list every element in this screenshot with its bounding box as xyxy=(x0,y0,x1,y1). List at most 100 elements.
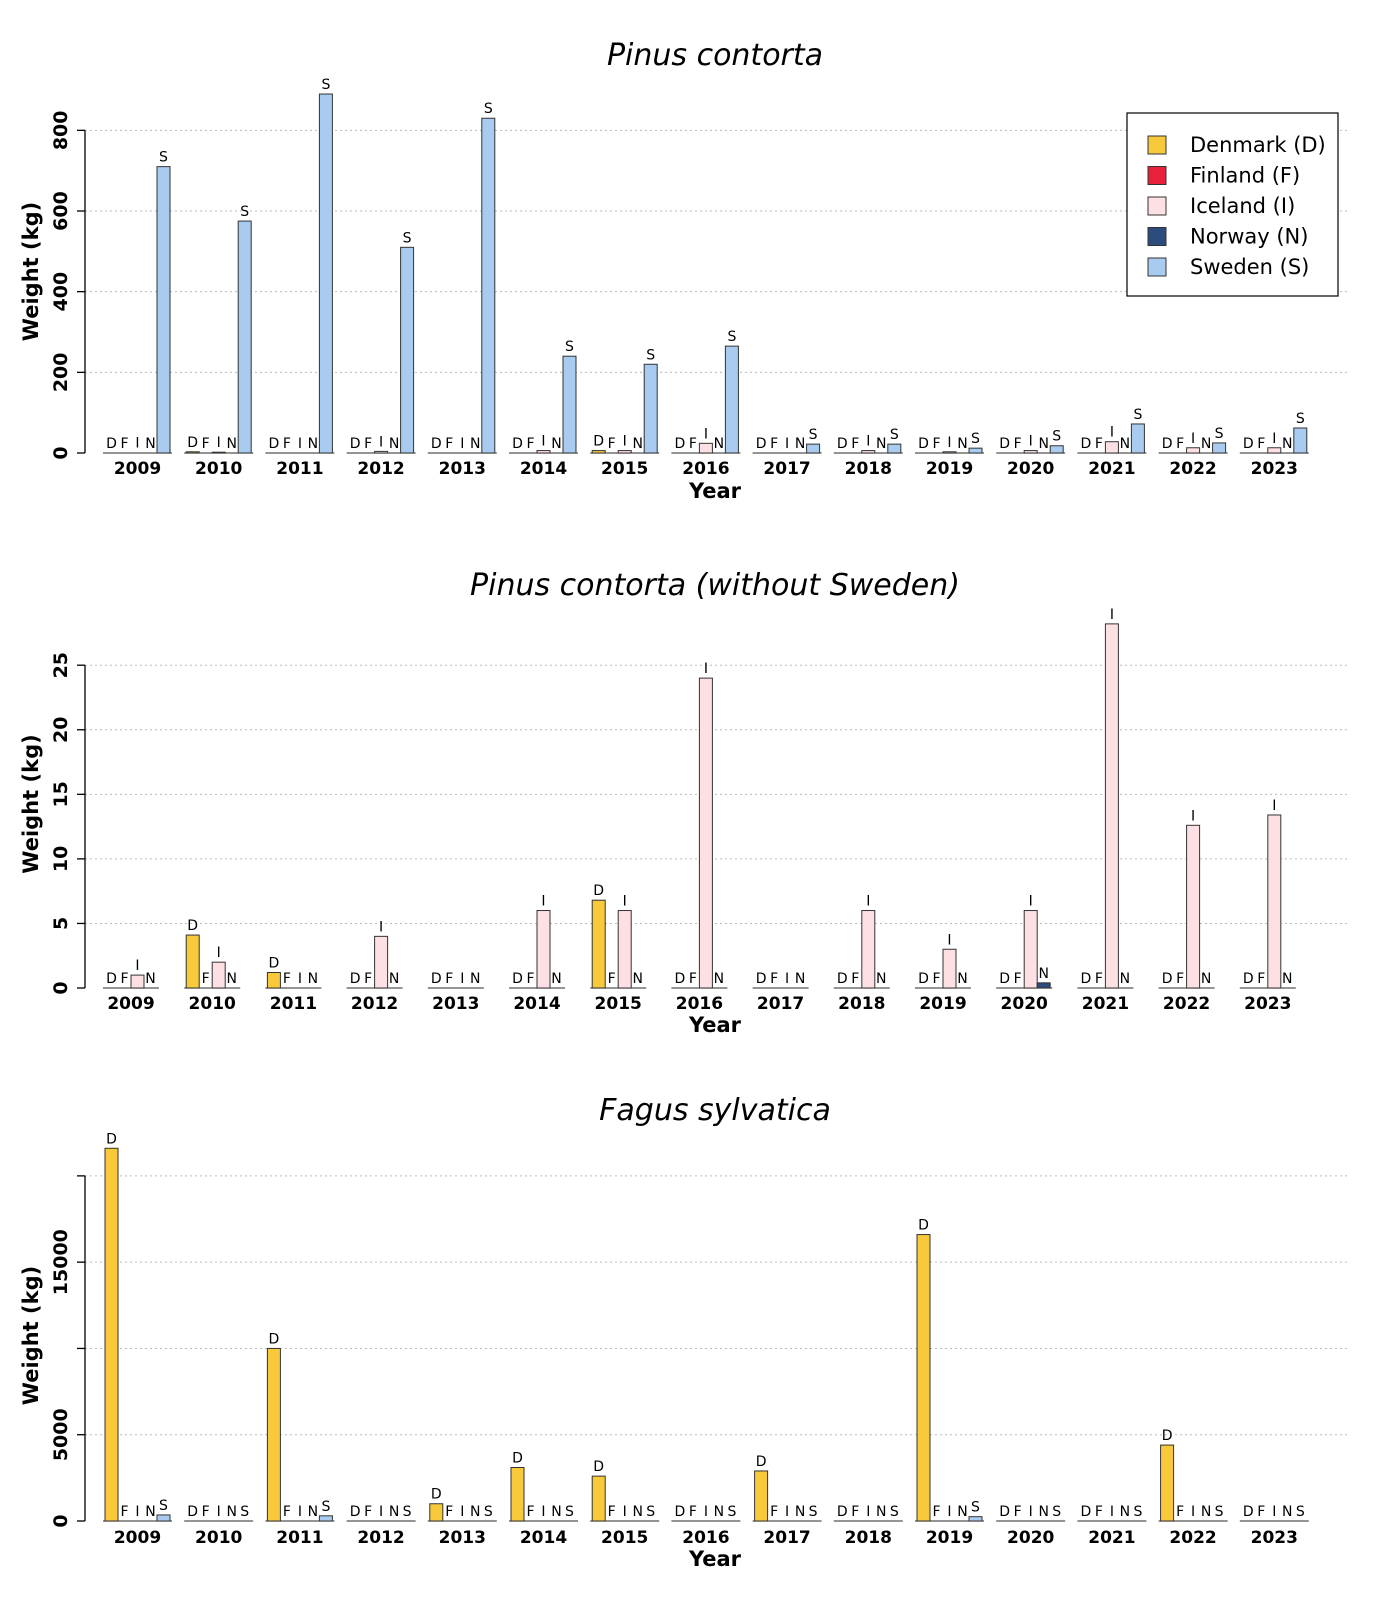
x-tick-label: 2023 xyxy=(1251,459,1298,479)
bar-label-d: D xyxy=(350,436,361,452)
bar-i xyxy=(861,910,876,989)
bar-label-d: D xyxy=(837,971,848,987)
y-tick-label: 15 xyxy=(50,781,72,807)
bar-label-n: N xyxy=(470,436,480,452)
bar-label-n: N xyxy=(145,436,155,452)
x-tick-label: 2014 xyxy=(520,1528,567,1548)
bar-label-n: N xyxy=(632,1504,642,1520)
bar-label-f: F xyxy=(1014,436,1022,452)
y-tick-label: 400 xyxy=(50,272,72,312)
bar-label-f: F xyxy=(1095,436,1103,452)
y-axis-label: Weight (kg) xyxy=(19,202,43,341)
bar-label-d: D xyxy=(675,971,686,987)
bar-label-n: N xyxy=(1120,1504,1130,1520)
bar-label-f: F xyxy=(120,436,128,452)
bar-label-i: I xyxy=(298,1504,302,1520)
bar-label-n: N xyxy=(145,1504,155,1520)
year-group-2020: 2020 D F I N S xyxy=(996,1504,1066,1548)
year-group-2017: 2017 D F I N xyxy=(752,971,809,1014)
year-group-2009: 2009 D FIN xyxy=(103,958,159,1014)
x-axis-label: Year xyxy=(688,1547,742,1571)
bar-label-n: N xyxy=(957,436,967,452)
bar-label-n: N xyxy=(1120,971,1130,987)
bar-label-d: D xyxy=(350,1504,361,1520)
bar-label-n: N xyxy=(1282,1504,1292,1520)
x-tick-label: 2013 xyxy=(439,1528,486,1548)
bar-label-i: I xyxy=(785,971,789,987)
bar-s xyxy=(1293,427,1308,454)
legend-swatch-n xyxy=(1147,227,1167,246)
bar-i xyxy=(536,450,551,454)
year-group-2023: 2023 D F I N xyxy=(1239,798,1296,1014)
bar-label-n: N xyxy=(470,1504,480,1520)
y-tick-label: 15000 xyxy=(50,1229,72,1295)
x-tick-label: 2009 xyxy=(114,1528,161,1548)
bar-label-i: I xyxy=(379,1504,383,1520)
bar-label-n: N xyxy=(714,971,724,987)
bar-i xyxy=(861,450,876,454)
x-tick-label: 2012 xyxy=(351,994,398,1014)
bar-label-s: S xyxy=(403,1504,412,1520)
bar-label-n: N xyxy=(145,971,155,987)
x-tick-label: 2013 xyxy=(439,459,486,479)
x-axis-label: Year xyxy=(688,479,742,503)
bar-label-f: F xyxy=(851,1504,859,1520)
bar-label-n: N xyxy=(1038,436,1048,452)
bar-label-i: I xyxy=(460,436,464,452)
bar-label-i: I xyxy=(217,1504,221,1520)
bar-s xyxy=(400,246,415,454)
bar-label-d: D xyxy=(593,883,604,899)
bar-label-d: D xyxy=(837,436,848,452)
bar-label-f: F xyxy=(932,1504,940,1520)
bar-label-s: S xyxy=(240,1504,249,1520)
year-group-2010: 2010 D FIN xyxy=(184,918,241,1014)
year-group-2014: 2014 D F I N xyxy=(509,894,565,1014)
legend-label-n: Norway (N) xyxy=(1190,225,1308,249)
bar-label-d: D xyxy=(837,1504,848,1520)
bar-label-i: I xyxy=(1191,1504,1195,1520)
bar-label-i: I xyxy=(704,661,708,677)
bar-label-i: I xyxy=(623,1504,627,1520)
bar-s xyxy=(562,355,577,454)
legend-label-d: Denmark (D) xyxy=(1190,133,1326,157)
bar-label-d: D xyxy=(999,971,1010,987)
x-tick-label: 2017 xyxy=(757,994,804,1014)
bar-label-s: S xyxy=(1215,1504,1224,1520)
bar-label-i: I xyxy=(704,1504,708,1520)
x-tick-label: 2019 xyxy=(919,994,966,1014)
bar-label-d: D xyxy=(999,436,1010,452)
x-tick-label: 2010 xyxy=(195,459,242,479)
bar-label-n: N xyxy=(714,1504,724,1520)
x-tick-label: 2021 xyxy=(1088,459,1135,479)
x-tick-label: 2018 xyxy=(845,459,892,479)
bar-label-f: F xyxy=(851,971,859,987)
bar-label-d: D xyxy=(1162,436,1173,452)
year-group-2019: 2019 D F I N xyxy=(915,932,971,1014)
bar-i xyxy=(942,948,957,989)
bar-s xyxy=(887,443,902,454)
bar-label-d: D xyxy=(1081,971,1092,987)
bar-label-i: I xyxy=(1191,431,1195,447)
x-tick-label: 2023 xyxy=(1251,1528,1298,1548)
bar-label-d: D xyxy=(512,436,523,452)
bar-d xyxy=(591,450,606,454)
bar-label-n: N xyxy=(1120,436,1130,452)
bar-label-n: N xyxy=(1201,436,1211,452)
bar-label-i: I xyxy=(947,932,951,948)
bar-label-f: F xyxy=(526,971,534,987)
y-tick-label: 0 xyxy=(50,981,72,994)
y-tick-label: 800 xyxy=(50,110,72,150)
bar-label-i: I xyxy=(217,435,221,451)
bar-label-s: S xyxy=(1296,411,1305,427)
bar-label-s: S xyxy=(321,77,330,93)
bar-d xyxy=(185,451,200,454)
bar-label-f: F xyxy=(608,1504,616,1520)
bar-i xyxy=(942,451,957,454)
chart-title: Fagus sylvatica xyxy=(599,1093,831,1128)
